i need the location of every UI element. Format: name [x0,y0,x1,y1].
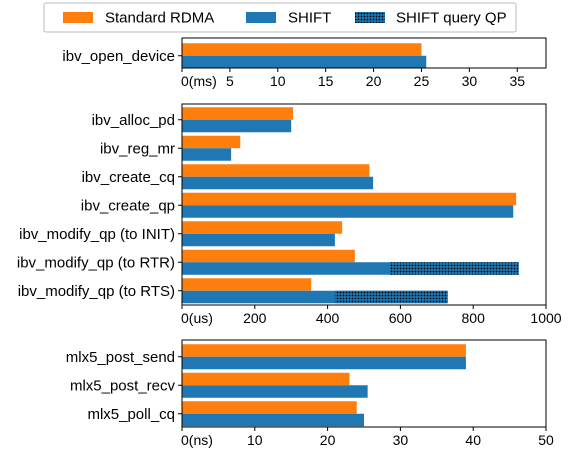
category-label: ibv_create_qp [81,197,175,214]
bar-shift-ibv-alloc-pd [182,119,292,133]
chart-panel-3: mlx5_post_send mlx5_post_recv mlx5_poll_cq… [66,339,554,448]
bar-standard-rdma-mlx5-post-recv [182,372,350,386]
category-label: ibv_modify_qp (to RTR) [17,254,175,271]
category-label: ibv_alloc_pd [92,112,175,129]
category-label: ibv_open_device [62,48,175,65]
chart-panel-2: ibv_alloc_pd ibv_reg_mr ibv_create_cq ibv_c… [17,103,562,326]
category-label: mlx5_post_send [66,349,175,366]
x-tick-label: 200 [243,310,267,326]
bar-standard-rdma-mlx5-poll-cq [182,401,357,414]
plot-frame [181,103,547,306]
category-label: ibv_modify_qp (to INIT) [19,226,175,243]
x-tick-label: 30 [393,432,409,448]
plot-frame [181,37,547,69]
x-tick-label: 30 [462,73,478,89]
bar-shift-ibv-reg-mr [182,148,232,161]
plot-frame [181,339,547,428]
legend-label-shift: SHIFT [288,10,331,27]
x-tick-label: 25 [414,73,430,89]
bar-standard-rdma-ibv-reg-mr [182,135,241,149]
bar-shift-ibv-open-device [182,55,427,69]
x-tick-label: 35 [509,73,525,89]
legend-swatch-shift [246,12,276,23]
bar-shift-ibv-create-cq [182,176,374,190]
x-tick-label: 10 [247,432,263,448]
bar-standard-rdma-ibv-modify-qp-to-rts [182,278,312,291]
category-label: ibv_create_cq [82,169,175,186]
bar-standard-rdma-ibv-open-device [182,43,422,56]
legend-frame [43,2,517,33]
category-label: ibv_modify_qp (to RTS) [18,283,175,300]
category-label: mlx5_poll_cq [87,406,175,423]
bar-shift-ibv-create-qp [182,205,514,218]
legend-label-shift-query-qp: SHIFT query QP [396,10,507,27]
x-tick-label: 15 [318,73,334,89]
legend: Standard RDMA SHIFT SHIFT query QP [43,2,517,33]
bar-shift-mlx5-post-send [182,356,466,370]
x-tick-label: 5 [226,73,234,89]
x-tick-label: 20 [366,73,382,89]
bar-shift-mlx5-poll-cq [182,413,364,427]
legend-swatch-standard-rdma [63,12,93,23]
bar-standard-rdma-mlx5-post-send [182,344,466,357]
bar-standard-rdma-ibv-create-cq [182,164,370,177]
bar-standard-rdma-ibv-create-qp [182,192,517,206]
x-tick-label: 0(ms) [181,73,217,89]
bar-shift-mlx5-post-recv [182,385,368,398]
x-tick-label: 10 [270,73,286,89]
bar-standard-rdma-ibv-modify-qp-to-rtr [182,249,355,263]
category-label: ibv_reg_mr [100,140,175,157]
x-tick-label: 800 [462,310,486,326]
x-tick-label: 0(us) [181,310,213,326]
bar-shift-query-qp-ibv-modify-qp-to-rtr [389,262,519,275]
legend-label-standard-rdma: Standard RDMA [105,10,214,27]
x-tick-label: 400 [316,310,340,326]
bar-standard-rdma-ibv-modify-qp-to-init [182,221,343,234]
chart-panel-1: ibv_open_device 0(ms) 5 10 15 20 25 30 35 [62,37,547,89]
x-tick-label: 600 [389,310,413,326]
bar-shift-ibv-modify-qp-to-init [182,233,335,247]
x-tick-label: 0(ns) [181,432,213,448]
category-label: mlx5_post_recv [70,377,176,394]
x-tick-label: 40 [465,432,481,448]
x-tick-label: 20 [320,432,336,448]
x-tick-label: 50 [538,432,554,448]
legend-swatch-shift-query-qp [355,12,385,23]
x-tick-label: 1000 [530,310,561,326]
bar-standard-rdma-ibv-alloc-pd [182,107,294,120]
bar-shift-query-qp-ibv-modify-qp-to-rts [334,290,448,304]
